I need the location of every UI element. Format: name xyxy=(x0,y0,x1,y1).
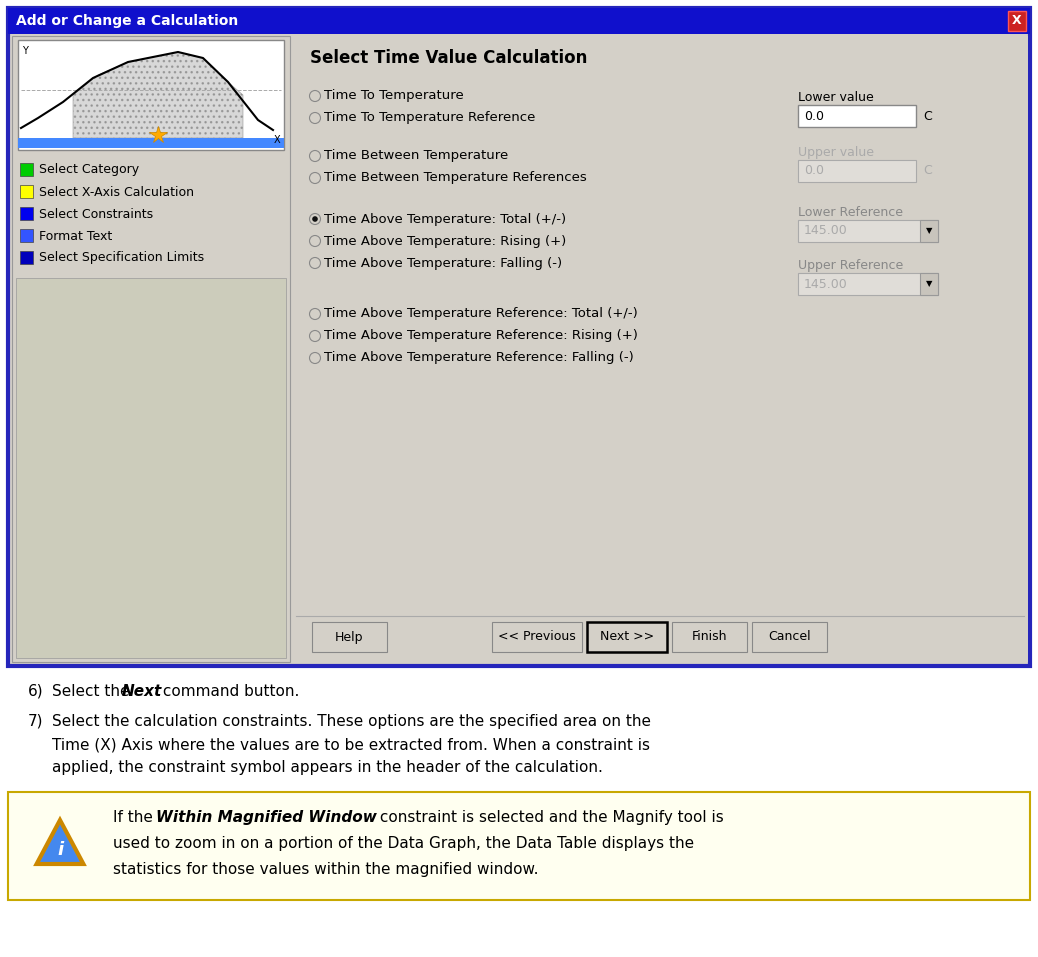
Text: constraint is selected and the Magnify tool is: constraint is selected and the Magnify t… xyxy=(375,810,723,825)
Bar xyxy=(798,273,938,295)
Text: Time Above Temperature Reference: Total (+/-): Time Above Temperature Reference: Total … xyxy=(324,307,637,321)
Bar xyxy=(20,185,33,198)
Bar xyxy=(292,36,1028,662)
Bar xyxy=(8,792,1030,900)
Text: Upper value: Upper value xyxy=(798,146,874,159)
Bar xyxy=(20,251,33,264)
Text: Next >>: Next >> xyxy=(600,631,654,643)
Text: Time Between Temperature: Time Between Temperature xyxy=(324,149,509,163)
Text: Select the calculation constraints. These options are the specified area on the: Select the calculation constraints. Thes… xyxy=(52,714,651,729)
Text: Add or Change a Calculation: Add or Change a Calculation xyxy=(16,14,239,28)
Text: ▼: ▼ xyxy=(926,279,932,288)
Circle shape xyxy=(309,257,321,269)
Text: Y: Y xyxy=(22,46,28,56)
Bar xyxy=(8,8,1030,34)
Circle shape xyxy=(309,308,321,320)
Text: 7): 7) xyxy=(28,714,44,729)
Text: statistics for those values within the magnified window.: statistics for those values within the m… xyxy=(113,862,539,877)
Text: Select Category: Select Category xyxy=(39,164,139,176)
Text: C: C xyxy=(923,165,932,177)
Bar xyxy=(588,622,667,652)
Circle shape xyxy=(309,172,321,184)
Circle shape xyxy=(309,113,321,123)
Text: Finish: Finish xyxy=(691,631,728,643)
Text: Time Above Temperature Reference: Falling (-): Time Above Temperature Reference: Fallin… xyxy=(324,351,634,365)
Text: 0.0: 0.0 xyxy=(804,165,824,177)
Text: Select Time Value Calculation: Select Time Value Calculation xyxy=(310,49,588,67)
Bar xyxy=(18,138,284,148)
Circle shape xyxy=(309,91,321,101)
Bar xyxy=(16,278,286,658)
Bar xyxy=(798,160,916,182)
Text: 0.0: 0.0 xyxy=(804,109,824,122)
Circle shape xyxy=(309,150,321,162)
Text: C: C xyxy=(923,109,932,122)
Bar xyxy=(12,36,290,662)
Circle shape xyxy=(309,330,321,342)
Polygon shape xyxy=(36,820,83,864)
Bar xyxy=(798,105,916,127)
Text: 145.00: 145.00 xyxy=(804,225,848,237)
Bar xyxy=(752,622,827,652)
Bar xyxy=(20,163,33,176)
Bar xyxy=(492,622,582,652)
Text: Time To Temperature Reference: Time To Temperature Reference xyxy=(324,112,536,124)
Text: Select the: Select the xyxy=(52,684,134,699)
Text: Format Text: Format Text xyxy=(39,230,112,242)
Text: Next: Next xyxy=(122,684,162,699)
Text: << Previous: << Previous xyxy=(498,631,576,643)
Bar xyxy=(20,207,33,220)
Text: applied, the constraint symbol appears in the header of the calculation.: applied, the constraint symbol appears i… xyxy=(52,760,603,775)
Text: Lower Reference: Lower Reference xyxy=(798,206,903,219)
Text: Time (X) Axis where the values are to be extracted from. When a constraint is: Time (X) Axis where the values are to be… xyxy=(52,737,650,752)
Text: Select Constraints: Select Constraints xyxy=(39,208,154,220)
Text: Time Above Temperature: Total (+/-): Time Above Temperature: Total (+/-) xyxy=(324,212,566,226)
Bar xyxy=(920,220,938,242)
Bar xyxy=(798,220,938,242)
Text: Time To Temperature: Time To Temperature xyxy=(324,90,464,102)
Text: i: i xyxy=(57,841,63,859)
Text: 145.00: 145.00 xyxy=(804,278,848,291)
Bar xyxy=(672,622,747,652)
Text: Select X-Axis Calculation: Select X-Axis Calculation xyxy=(39,186,194,198)
Text: Help: Help xyxy=(335,631,363,643)
Text: Time Between Temperature References: Time Between Temperature References xyxy=(324,171,586,185)
Text: ▼: ▼ xyxy=(926,227,932,235)
Text: Upper Reference: Upper Reference xyxy=(798,259,903,272)
Text: Within Magnified Window: Within Magnified Window xyxy=(156,810,377,825)
Text: Time Above Temperature: Falling (-): Time Above Temperature: Falling (-) xyxy=(324,256,563,270)
Circle shape xyxy=(309,235,321,247)
Bar xyxy=(8,8,1030,666)
Text: X: X xyxy=(1012,14,1021,28)
Text: Select Specification Limits: Select Specification Limits xyxy=(39,252,204,264)
Text: X: X xyxy=(273,135,280,145)
Bar xyxy=(312,622,387,652)
Circle shape xyxy=(309,352,321,364)
Text: Lower value: Lower value xyxy=(798,91,874,104)
Text: command button.: command button. xyxy=(158,684,299,699)
Text: Time Above Temperature Reference: Rising (+): Time Above Temperature Reference: Rising… xyxy=(324,329,638,343)
Text: 6): 6) xyxy=(28,684,44,699)
Polygon shape xyxy=(73,52,243,138)
Text: Time Above Temperature: Rising (+): Time Above Temperature: Rising (+) xyxy=(324,234,567,248)
Text: Cancel: Cancel xyxy=(768,631,811,643)
Circle shape xyxy=(312,216,318,222)
Text: If the: If the xyxy=(113,810,158,825)
Bar xyxy=(920,273,938,295)
Circle shape xyxy=(309,213,321,225)
Bar xyxy=(1008,11,1026,31)
Bar xyxy=(20,229,33,242)
Bar xyxy=(18,40,284,150)
Text: used to zoom in on a portion of the Data Graph, the Data Table displays the: used to zoom in on a portion of the Data… xyxy=(113,836,694,851)
